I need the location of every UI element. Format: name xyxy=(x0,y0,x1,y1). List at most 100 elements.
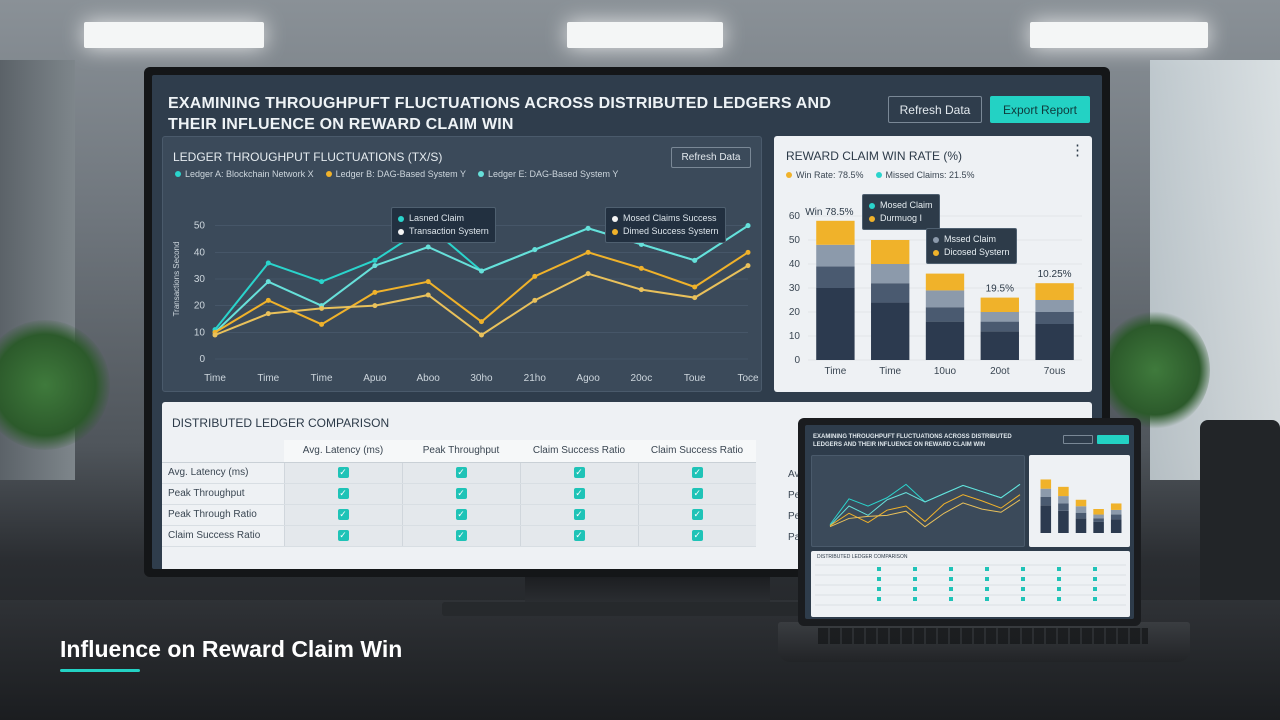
laptop-refresh-button[interactable] xyxy=(1063,435,1093,444)
data-point xyxy=(265,279,271,285)
mini-check-icon xyxy=(1057,577,1061,581)
y-tick-label: 30 xyxy=(194,274,206,285)
checkbox-checked-icon[interactable]: ✓ xyxy=(455,509,467,520)
x-tick-label: 7ous xyxy=(1044,366,1066,377)
table-cell: ✓ xyxy=(401,483,520,505)
line-legend: Ledger A: Blockchain Network X Ledger B:… xyxy=(175,169,618,179)
mini-check-icon xyxy=(1021,577,1025,581)
y-tick-label: 50 xyxy=(194,221,206,232)
laptop-bar-chart xyxy=(1040,479,1122,533)
table-overflow-column: Av Pe Pe Pa xyxy=(788,469,801,543)
table-cell: ✓ xyxy=(637,504,756,526)
mini-series-line xyxy=(829,483,1021,527)
export-report-button[interactable]: Export Report xyxy=(990,96,1090,123)
table-cell: ✓ xyxy=(519,525,638,547)
x-tick-label: 20oc xyxy=(631,373,653,384)
bar-segment xyxy=(1035,324,1074,360)
caption-underline xyxy=(60,669,140,672)
x-tick-label: Time xyxy=(879,366,901,377)
row-header: Claim Success Ratio xyxy=(162,525,284,547)
bar-segment xyxy=(925,273,965,291)
mini-check-icon xyxy=(985,567,989,571)
checkbox-checked-icon[interactable]: ✓ xyxy=(691,509,703,520)
refresh-data-button[interactable]: Refresh Data xyxy=(888,96,982,123)
column-header: Peak Throughput xyxy=(402,440,520,463)
table-cell: ✓ xyxy=(283,504,402,526)
checkbox-checked-icon[interactable]: ✓ xyxy=(455,488,467,499)
checkbox-checked-icon[interactable]: ✓ xyxy=(337,467,349,478)
table-corner xyxy=(162,440,284,463)
checkbox-checked-icon[interactable]: ✓ xyxy=(691,488,703,499)
mini-check-icon xyxy=(985,597,989,601)
panel-refresh-button[interactable]: Refresh Data xyxy=(671,147,751,168)
bar-segment xyxy=(980,312,1019,322)
data-point xyxy=(692,257,698,263)
more-options-icon[interactable]: ⋮ xyxy=(1070,142,1085,159)
table-cell: ✓ xyxy=(401,525,520,547)
table-cell: ✓ xyxy=(283,462,402,484)
data-point xyxy=(585,271,591,277)
laptop-export-button[interactable] xyxy=(1097,435,1129,444)
mini-bar-segment xyxy=(1075,512,1087,519)
mini-check-icon xyxy=(877,567,881,571)
mini-bar-segment xyxy=(1110,519,1122,533)
mini-check-icon xyxy=(1093,577,1097,581)
laptop-table-title: DISTRIBUTED LEDGER COMPARISON xyxy=(817,554,908,560)
table-cell: ✓ xyxy=(283,525,402,547)
ceiling-light xyxy=(1030,22,1208,48)
mini-bar-segment xyxy=(1058,496,1069,504)
mini-check-icon xyxy=(1021,567,1025,571)
data-point xyxy=(319,305,325,311)
mini-bar-segment xyxy=(1058,503,1069,511)
checkbox-checked-icon[interactable]: ✓ xyxy=(573,467,585,478)
comparison-table: Avg. Latency (ms) Peak Throughput Claim … xyxy=(162,440,756,547)
data-point xyxy=(425,292,431,298)
checkbox-checked-icon[interactable]: ✓ xyxy=(337,530,349,541)
table-row: Avg. Latency (ms) ✓ ✓ ✓ ✓ xyxy=(162,462,756,484)
data-point xyxy=(532,297,538,303)
ceiling-light xyxy=(84,22,264,48)
bar-segment xyxy=(980,297,1019,312)
legend-item: Ledger B: DAG-Based System Y xyxy=(325,169,466,179)
y-tick-label: 20 xyxy=(789,307,801,318)
x-tick-label: Time xyxy=(204,373,226,384)
checkbox-checked-icon[interactable]: ✓ xyxy=(691,530,703,541)
data-point xyxy=(585,249,591,255)
data-point xyxy=(265,297,271,303)
checkbox-checked-icon[interactable]: ✓ xyxy=(573,488,585,499)
teal-dot xyxy=(175,171,181,177)
mini-bar-segment xyxy=(1040,488,1052,497)
checkbox-checked-icon[interactable]: ✓ xyxy=(455,530,467,541)
mini-check-icon xyxy=(1093,567,1097,571)
throughput-panel: LEDGER THROUGHPUT FLUCTUATIONS (TX/s) Re… xyxy=(162,136,762,392)
data-point xyxy=(479,332,484,338)
mini-bar-segment xyxy=(1075,506,1087,513)
data-point xyxy=(319,279,325,285)
mini-check-icon xyxy=(877,597,881,601)
x-tick-label: Apuo xyxy=(363,373,387,384)
checkbox-checked-icon[interactable]: ✓ xyxy=(573,530,585,541)
data-point xyxy=(638,265,644,271)
mini-check-icon xyxy=(913,597,917,601)
data-point xyxy=(425,279,431,285)
mini-check-icon xyxy=(913,577,917,581)
ceiling-light xyxy=(567,22,723,48)
series-line xyxy=(214,264,749,337)
laptop: EXAMINING THROUGHPUFT FLUCTUATIONS ACROS… xyxy=(798,418,1141,626)
table-cell: ✓ xyxy=(637,462,756,484)
y-tick-label: 40 xyxy=(194,247,206,258)
checkbox-checked-icon[interactable]: ✓ xyxy=(337,488,349,499)
data-point xyxy=(745,249,751,255)
mini-check-icon xyxy=(949,567,953,571)
mini-check-icon xyxy=(949,587,953,591)
checkbox-checked-icon[interactable]: ✓ xyxy=(691,467,703,478)
checkbox-checked-icon[interactable]: ✓ xyxy=(573,509,585,520)
data-point xyxy=(532,247,538,253)
checkbox-checked-icon[interactable]: ✓ xyxy=(455,467,467,478)
bar-segment xyxy=(816,288,855,360)
y-tick-label: 40 xyxy=(789,259,801,270)
data-point xyxy=(479,319,484,325)
bar-segment xyxy=(871,264,910,284)
checkbox-checked-icon[interactable]: ✓ xyxy=(337,509,349,520)
table-cell: ✓ xyxy=(519,483,638,505)
